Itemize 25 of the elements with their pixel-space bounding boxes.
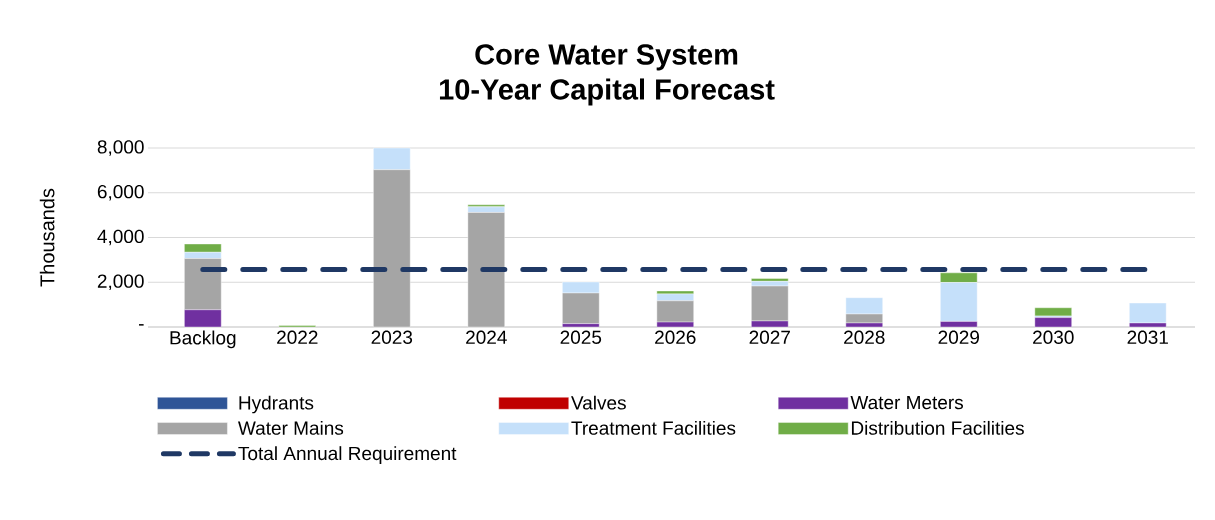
- x-tick-label: 2027: [749, 330, 790, 344]
- x-tick-label: 2029: [938, 330, 979, 344]
- legend-label: Valves: [571, 395, 626, 410]
- legend-label: Distribution Facilities: [851, 420, 1024, 435]
- legend-label: Hydrants: [239, 395, 314, 414]
- x-tick-label: 2025: [560, 330, 602, 344]
- legend-label: Water Meters: [850, 395, 964, 410]
- y-tick-label: 8,000: [97, 140, 144, 156]
- x-tick-label: 2024: [466, 330, 507, 344]
- y-tick-label: 2,000: [97, 274, 144, 291]
- x-tick-label: 2022: [277, 330, 318, 344]
- legend-label: Treatment Facilities: [571, 420, 736, 435]
- x-tick-label: Backlog: [170, 330, 236, 349]
- y-tick-label: 4,000: [97, 229, 144, 246]
- x-tick-label: 2026: [655, 330, 696, 344]
- x-tick-label: 2031: [1127, 330, 1168, 344]
- legend-label: Total Annual Requirement: [238, 446, 457, 464]
- x-tick-label: 2028: [844, 330, 885, 344]
- chart-title: Core Water System 10-Year Capital Forecast: [439, 44, 775, 106]
- y-tick-label: 6,000: [97, 184, 144, 201]
- x-tick-label: 2030: [1033, 330, 1074, 344]
- y-tick-label: -: [138, 324, 144, 326]
- legend-label: Water Mains: [238, 420, 344, 435]
- y-axis-title: Thousands: [39, 188, 55, 287]
- x-tick-label: 2023: [371, 330, 413, 344]
